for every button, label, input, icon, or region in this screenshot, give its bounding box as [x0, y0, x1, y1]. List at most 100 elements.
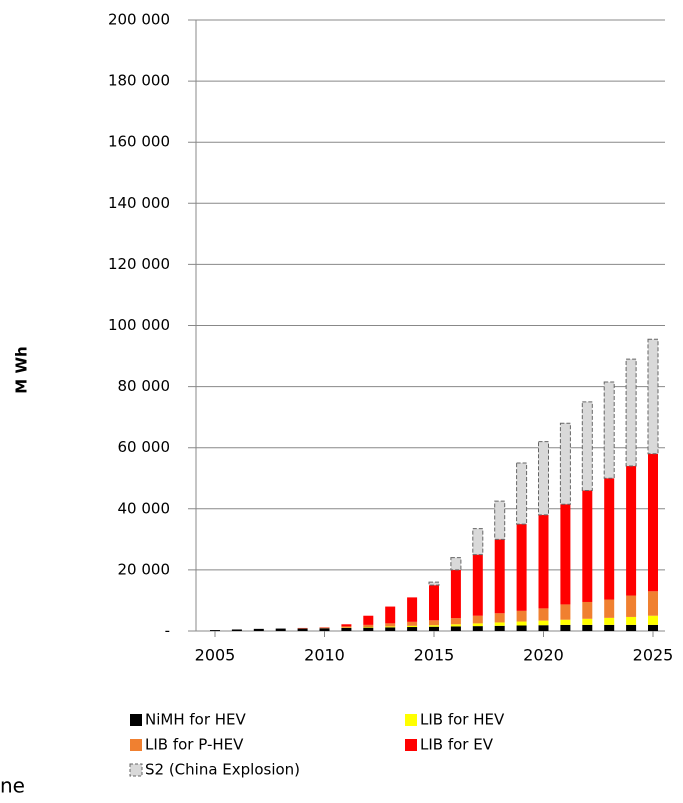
bar-segment: [319, 628, 330, 631]
y-tick-label: 20 000: [118, 560, 171, 578]
bar-segment: [582, 618, 593, 625]
bar-segment: [559, 422, 571, 505]
bar-segment: [560, 619, 571, 625]
bar-segment: [648, 591, 658, 616]
bar-segment: [582, 490, 593, 602]
bar-segment: [385, 627, 396, 631]
legend-swatch: [130, 714, 142, 726]
bar-segment: [472, 528, 484, 556]
bar-segment: [319, 627, 330, 629]
legend-label: S2 (China Explosion): [145, 761, 300, 779]
legend-label: LIB for HEV: [420, 711, 505, 729]
bar-segment: [341, 624, 352, 627]
legend-swatch: [405, 714, 417, 726]
legend-swatch: [405, 739, 417, 751]
bar-segment: [297, 628, 308, 631]
bar-segment: [407, 627, 418, 631]
x-tick-label: 2010: [304, 646, 345, 665]
y-tick-label: 160 000: [108, 133, 170, 151]
bar-segment: [472, 626, 483, 631]
y-tick-label: 60 000: [118, 438, 171, 456]
bar-segment: [429, 620, 439, 626]
legend-swatch: [129, 763, 143, 777]
y-tick-label: 140 000: [108, 194, 170, 212]
bar-segment: [407, 621, 418, 626]
bar-segment: [647, 338, 659, 455]
bar-segment: [363, 624, 374, 628]
bar-segment: [516, 625, 527, 631]
bar-segment: [604, 624, 615, 631]
bar-segment: [429, 585, 439, 621]
legend-swatch: [130, 739, 142, 751]
y-tick-label: 80 000: [118, 377, 171, 395]
bar-segment: [560, 504, 571, 605]
bar-segment: [603, 381, 615, 479]
bar-segment: [253, 628, 264, 631]
bar-segment: [363, 615, 374, 625]
bar-segment: [494, 613, 505, 623]
bar-segment: [429, 626, 439, 631]
bar-segment: [494, 500, 506, 540]
legend-label: LIB for EV: [420, 736, 494, 754]
bar-segment: [363, 627, 374, 628]
y-tick-label: 180 000: [108, 72, 170, 90]
bar-segment: [428, 581, 440, 586]
bar-segment: [626, 466, 637, 596]
y-tick-label: -: [165, 622, 170, 640]
bar-segment: [582, 601, 593, 619]
bar-segment: [538, 625, 549, 631]
bar-segment: [516, 524, 527, 611]
bar-segment: [407, 597, 418, 622]
legend-label: NiMH for HEV: [145, 711, 247, 729]
x-tick-label: 2015: [414, 646, 455, 665]
bar-segment: [450, 557, 462, 571]
bar-segment: [385, 606, 396, 624]
bar-segment: [582, 624, 593, 631]
bar-segment: [604, 617, 615, 625]
bar-segment: [450, 569, 461, 619]
bar-segment: [626, 616, 637, 625]
x-tick-label: 2025: [633, 646, 674, 665]
bar-segment: [604, 599, 615, 618]
bar-segment: [450, 618, 461, 625]
bar-segment: [385, 626, 396, 628]
bar-segment: [648, 615, 658, 625]
bar-segment: [516, 621, 527, 626]
bar-segment: [472, 554, 483, 616]
bar-segment: [538, 514, 549, 609]
bar-segment: [275, 628, 286, 631]
bar-segment: [210, 630, 220, 631]
bar-segment: [648, 624, 658, 631]
y-tick-label: 100 000: [108, 316, 170, 334]
bar-segment: [581, 401, 593, 491]
bar-segment: [494, 539, 505, 614]
y-tick-label: 40 000: [118, 499, 171, 517]
bar-segment: [626, 624, 637, 631]
bar-segment: [604, 478, 615, 600]
y-tick-label: 120 000: [108, 255, 170, 273]
bar-segment: [385, 623, 396, 627]
y-axis-label: M Wh: [13, 346, 31, 393]
bar-segment: [516, 462, 528, 525]
x-tick-label: 2005: [195, 646, 236, 665]
fragment-text: ne: [0, 774, 25, 798]
bar-segment: [341, 626, 352, 628]
bar-segment: [538, 608, 549, 621]
bar-segment: [450, 624, 461, 627]
bar-segment: [363, 627, 374, 631]
bar-segment: [625, 358, 637, 467]
bar-segment: [494, 622, 505, 626]
bar-segment: [450, 626, 461, 631]
bar-segment: [472, 615, 483, 624]
legend-label: LIB for P-HEV: [145, 736, 244, 754]
bar-segment: [429, 625, 439, 627]
bar-segment: [560, 604, 571, 620]
bar-segment: [516, 610, 527, 622]
x-tick-label: 2020: [523, 646, 564, 665]
bar-segment: [648, 453, 658, 592]
bar-segment: [560, 624, 571, 631]
bar-segment: [231, 629, 242, 631]
bar-segment: [494, 625, 505, 631]
bar-segment: [341, 627, 352, 631]
